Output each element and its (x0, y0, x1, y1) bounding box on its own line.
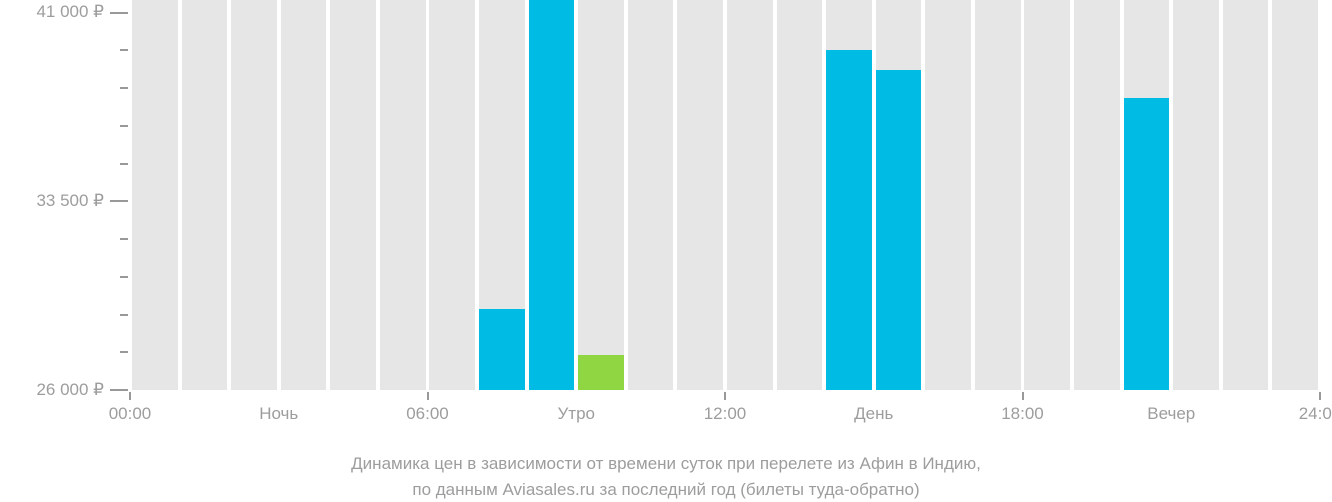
y-axis-minor-tick (120, 87, 128, 89)
y-axis-major-tick (110, 389, 128, 391)
bg-bar (777, 0, 823, 390)
x-axis-tick (129, 392, 131, 400)
y-axis-minor-tick (120, 125, 128, 127)
bg-bar (1173, 0, 1219, 390)
x-axis-time-label: 24:00 (1280, 404, 1332, 424)
y-axis-minor-tick (120, 163, 128, 165)
bg-bar (925, 0, 971, 390)
chart-caption-line2: по данным Aviasales.ru за последний год … (0, 480, 1332, 500)
y-axis-label: 41 000 ₽ (36, 2, 104, 22)
bg-bar (231, 0, 277, 390)
bg-bar (578, 0, 624, 390)
bg-bar (380, 0, 426, 390)
x-axis-period-label: День (824, 404, 924, 424)
bg-bar (677, 0, 723, 390)
x-axis-period-label: Вечер (1121, 404, 1221, 424)
bg-bar (132, 0, 178, 390)
bg-bar (281, 0, 327, 390)
data-bar (876, 70, 922, 390)
x-axis-tick (1022, 392, 1024, 400)
data-bar (1124, 98, 1170, 390)
y-axis-major-tick (110, 12, 128, 14)
x-axis-time-label: 18:00 (983, 404, 1063, 424)
x-axis-time-label: 00:00 (90, 404, 170, 424)
bg-bar (628, 0, 674, 390)
x-axis-tick (724, 392, 726, 400)
x-axis-tick (427, 392, 429, 400)
bg-bar (1024, 0, 1070, 390)
bg-bar (1074, 0, 1120, 390)
chart-caption-line1: Динамика цен в зависимости от времени су… (0, 454, 1332, 474)
x-axis-time-label: 06:00 (388, 404, 468, 424)
y-axis-minor-tick (120, 351, 128, 353)
y-axis-minor-tick (120, 314, 128, 316)
y-axis-major-tick (110, 200, 128, 202)
price-by-time-of-day-chart: 26 000 ₽ 33 500 ₽ 41 000 ₽ 00:00 06:00 12:00 1… (0, 0, 1332, 502)
y-axis-label: 33 500 ₽ (36, 191, 104, 211)
bg-bar (330, 0, 376, 390)
x-axis-time-label: 12:00 (685, 404, 765, 424)
y-axis-minor-tick (120, 276, 128, 278)
bg-bar (1223, 0, 1269, 390)
x-axis-period-label: Ночь (229, 404, 329, 424)
data-bar (826, 50, 872, 390)
x-axis-tick (1319, 392, 1321, 400)
bg-bar (975, 0, 1021, 390)
plot-area (130, 0, 1320, 390)
y-axis-minor-tick (120, 238, 128, 240)
y-axis-label: 26 000 ₽ (36, 380, 104, 400)
data-bar (479, 309, 525, 390)
x-axis-period-label: Утро (526, 404, 626, 424)
bg-bar (429, 0, 475, 390)
y-axis-minor-tick (120, 49, 128, 51)
bg-bar (1272, 0, 1318, 390)
data-bar (578, 355, 624, 390)
bg-bar (727, 0, 773, 390)
data-bar (529, 0, 575, 390)
bg-bar (182, 0, 228, 390)
